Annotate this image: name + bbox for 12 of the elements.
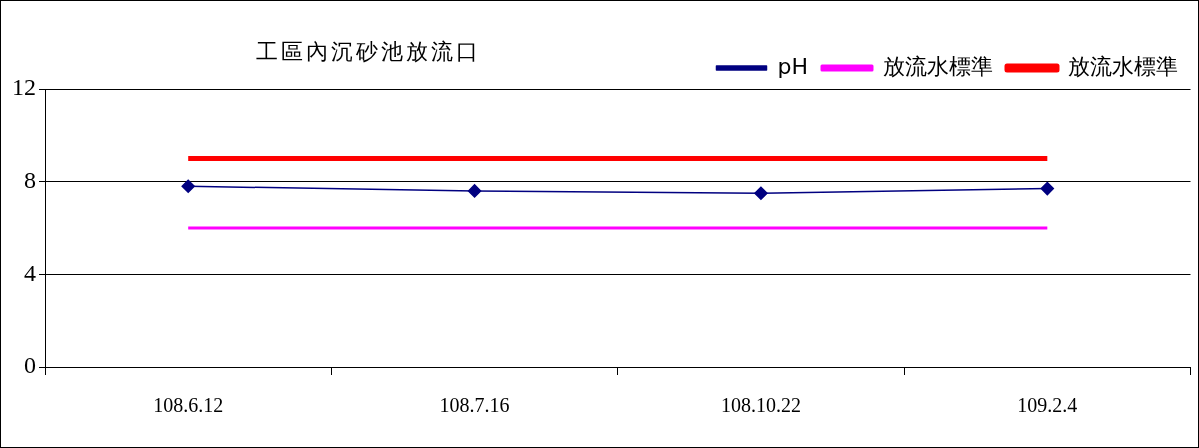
y-tick-label: 8 (24, 166, 36, 193)
legend-label: 放流水標準 (883, 53, 993, 79)
x-tick-label: 109.2.4 (1017, 394, 1078, 417)
chart-title: 工區內沉砂池放流口 (256, 38, 481, 66)
legend-label: 放流水標準 (1068, 53, 1178, 79)
y-tick-label: 0 (24, 352, 36, 379)
x-tick-label: 108.10.22 (720, 394, 801, 417)
y-tick-label: 12 (12, 74, 36, 101)
legend-label: pH (777, 53, 809, 79)
y-tick-label: 4 (24, 259, 36, 286)
x-tick-label: 108.7.16 (439, 394, 510, 417)
x-tick-label: 108.6.12 (153, 394, 224, 417)
